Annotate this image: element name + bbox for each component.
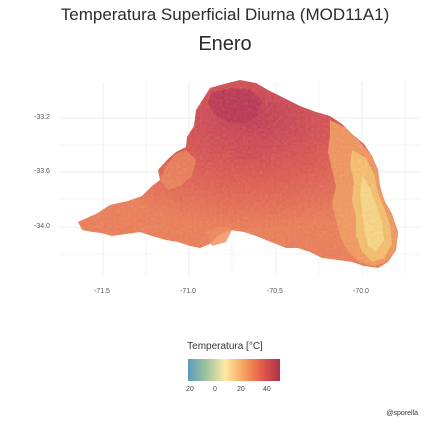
author-caption: @sporella <box>386 410 418 417</box>
legend-tick-label: 0 <box>213 386 217 393</box>
y-tick-label: -33.6 <box>34 168 50 175</box>
y-tick-label: -34.0 <box>34 223 50 230</box>
legend-color-bar <box>188 359 280 381</box>
legend-tick-label: 20 <box>237 386 245 393</box>
x-tick-label: -71.0 <box>180 288 196 295</box>
map-subtitle: Enero <box>198 33 252 55</box>
x-tick-label: -70.0 <box>353 288 369 295</box>
legend-tick-label: 20 <box>186 386 194 393</box>
y-tick-label: -33.2 <box>34 114 50 121</box>
region-polygon <box>78 80 398 268</box>
x-tick-label: -70.5 <box>267 288 283 295</box>
x-tick-label: -71.5 <box>94 288 110 295</box>
legend-title: Temperatura [°C] <box>187 341 263 352</box>
map-title: Temperatura Superficial Diurna (MOD11A1) <box>60 5 390 24</box>
legend-tick-label: 40 <box>263 386 271 393</box>
